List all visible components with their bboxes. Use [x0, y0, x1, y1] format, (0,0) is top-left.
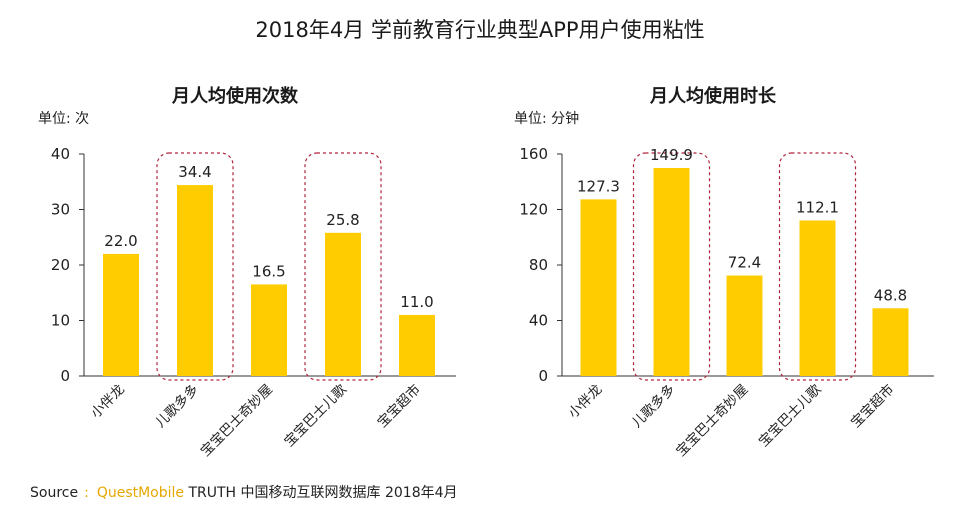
x-category-label: 儿歌多多: [628, 381, 678, 431]
x-category-label: 宝宝巴士儿歌: [756, 381, 825, 450]
x-category-label: 儿歌多多: [152, 381, 202, 431]
unit-label: 单位: 分钟: [514, 111, 580, 127]
bar: [799, 220, 836, 376]
value-label: 11.0: [400, 293, 433, 311]
source-note: Source: QuestMobile TRUTH 中国移动互联网数据库 2018…: [30, 482, 458, 502]
y-tick-label: 160: [519, 145, 548, 163]
value-label: 112.1: [796, 198, 839, 216]
highlight-box: [632, 152, 711, 381]
value-label: 22.0: [104, 232, 137, 250]
y-tick-label: 30: [51, 201, 70, 219]
value-label: 149.9: [650, 146, 693, 164]
x-category-label: 小伴龙: [88, 382, 128, 422]
bar: [177, 185, 213, 376]
bar-chart-svg: 0 40 80 120 160 127.3 小伴龙 149.9 儿歌多多 72.4 宝宝巴士奇妙屋 1…: [519, 145, 934, 460]
value-label: 72.4: [728, 254, 761, 272]
value-label: 25.8: [326, 211, 359, 229]
source-label: Source: [30, 485, 79, 501]
source-brand: QuestMobile: [96, 485, 185, 501]
page-title: 2018年4月 学前教育行业典型APP用户使用粘性: [255, 18, 705, 42]
value-label: 48.8: [874, 286, 907, 304]
highlight-box: [778, 152, 857, 381]
chart-usage-count: 月人均使用次数 单位: 次 0 10 20 30 40 22.0 小伴龙 34.4 儿歌多多 16…: [0, 70, 470, 480]
bar: [399, 314, 435, 376]
y-tick-label: 120: [519, 201, 548, 219]
y-tick-label: 80: [529, 256, 548, 274]
y-tick-label: 10: [51, 312, 70, 330]
source-separator: :: [84, 485, 89, 501]
value-label: 16.5: [252, 262, 285, 280]
value-label: 127.3: [577, 177, 620, 195]
x-category-label: 宝宝超市: [847, 381, 897, 431]
x-category-label: 宝宝巴士奇妙屋: [197, 381, 276, 460]
chart-title: 月人均使用时长: [650, 86, 776, 107]
y-tick-label: 0: [538, 367, 548, 385]
bar: [103, 253, 139, 376]
source-text: TRUTH 中国移动互联网数据库 2018年4月: [184, 485, 458, 501]
bar: [653, 168, 690, 376]
y-tick-label: 20: [51, 256, 70, 274]
x-category-label: 宝宝超市: [374, 381, 424, 431]
bar: [251, 284, 287, 376]
x-category-label: 小伴龙: [565, 382, 605, 422]
bar-chart-svg: 0 10 20 30 40 22.0 小伴龙 34.4 儿歌多多 16.5 宝宝巴士奇妙屋 25.8 宝…: [51, 145, 456, 460]
bar: [580, 199, 617, 376]
y-tick-label: 40: [51, 145, 70, 163]
chart-usage-duration: 月人均使用时长 单位: 分钟 0 40 80 120 160 127.3 小伴龙 149.9 儿…: [478, 70, 948, 480]
value-label: 34.4: [178, 163, 211, 181]
bar: [726, 275, 763, 376]
unit-label: 单位: 次: [38, 111, 90, 127]
highlight-box: [156, 152, 234, 381]
y-tick-label: 40: [529, 312, 548, 330]
x-category-label: 宝宝巴士儿歌: [281, 381, 350, 450]
chart-title: 月人均使用次数: [172, 86, 298, 107]
bar: [325, 232, 361, 376]
x-category-label: 宝宝巴士奇妙屋: [672, 381, 751, 460]
y-tick-label: 0: [60, 367, 70, 385]
highlight-box: [304, 152, 382, 381]
bar: [872, 308, 909, 376]
